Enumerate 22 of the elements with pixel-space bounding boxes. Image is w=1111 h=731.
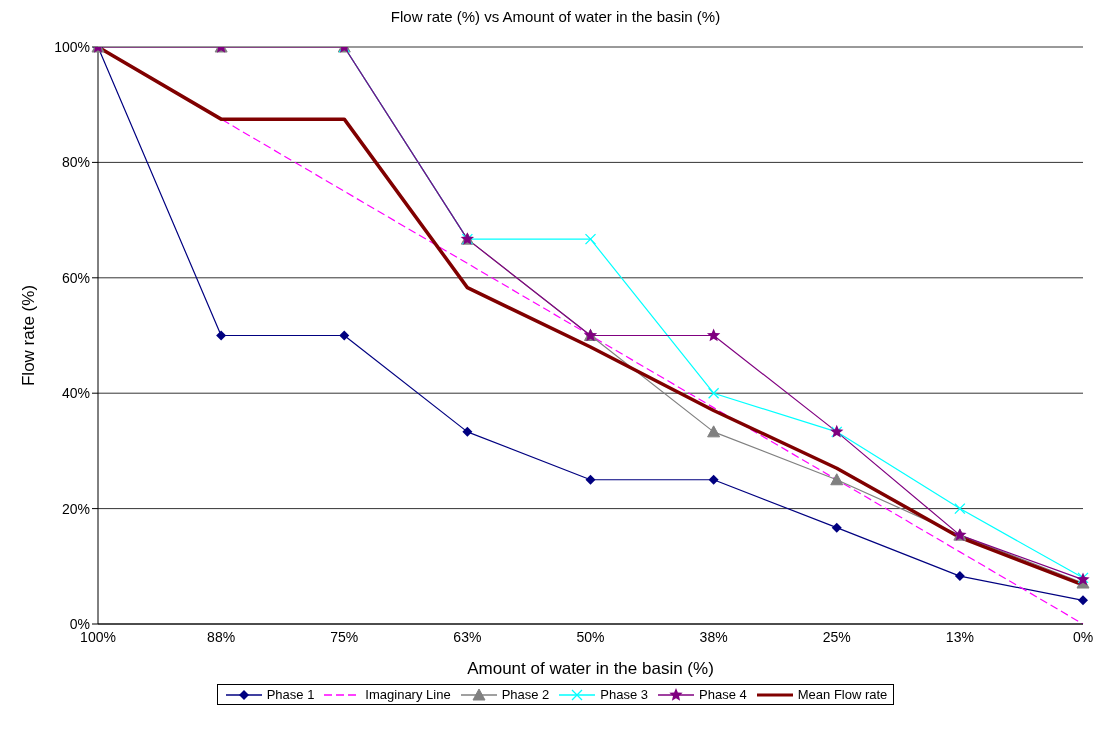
x-tick-label: 25%: [822, 628, 851, 645]
legend-label: Mean Flow rate: [797, 687, 888, 702]
y-tick-label: 20%: [61, 500, 90, 517]
legend-label: Phase 4: [699, 687, 747, 702]
y-tick-label: 80%: [61, 154, 90, 171]
x-tick-label: 13%: [945, 628, 974, 645]
x-tick-label: 88%: [207, 628, 236, 645]
legend-label: Phase 3: [600, 687, 649, 702]
legend-label: Phase 2: [501, 687, 550, 702]
x-tick-label: 0%: [1072, 628, 1094, 645]
y-axis-title: Flow rate (%): [19, 284, 39, 387]
x-tick-label: 75%: [330, 628, 359, 645]
y-tick-label: 100%: [54, 38, 90, 55]
x-tick-label: 38%: [699, 628, 728, 645]
y-tick-label: 40%: [61, 385, 90, 402]
y-tick-label: 60%: [61, 269, 90, 286]
x-tick-label: 63%: [453, 628, 482, 645]
legend-label: Imaginary Line: [365, 687, 451, 702]
x-tick-label: 50%: [576, 628, 605, 645]
x-axis-title: Amount of water in the basin (%): [467, 659, 714, 678]
chart-title: Flow rate (%) vs Amount of water in the basin (%): [389, 8, 722, 25]
legend-label: Phase 1: [266, 687, 315, 702]
